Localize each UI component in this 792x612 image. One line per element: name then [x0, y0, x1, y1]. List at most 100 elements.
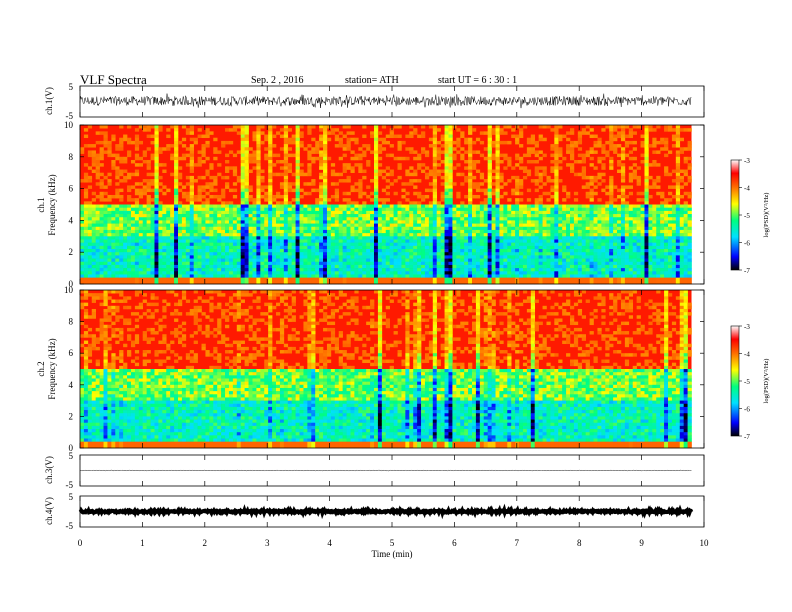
spectrogram-cell [111, 217, 116, 221]
spectrogram-cell [330, 182, 336, 186]
spectrogram-cell [370, 220, 375, 224]
spectrogram-cell [428, 264, 434, 269]
spectrogram-cell [385, 258, 390, 263]
spectrogram-cell [377, 229, 383, 234]
spectrogram-cell [354, 210, 359, 215]
spectrogram-cell [181, 249, 187, 253]
spectrogram-cell [436, 214, 441, 218]
spectrogram-cell [601, 233, 606, 237]
spectrogram-cell [436, 147, 441, 151]
spectrogram-cell [115, 233, 120, 237]
spectrogram-cell [91, 249, 96, 253]
spectrogram-cell [158, 261, 163, 266]
spectrogram-cell [334, 280, 340, 285]
spectrogram-cell [115, 214, 120, 218]
spectrogram-cell [185, 182, 191, 186]
spectrogram-cell [515, 252, 520, 256]
spectrogram-cell [581, 128, 586, 132]
spectrogram-cell [534, 217, 539, 221]
spectrogram-cell [609, 242, 614, 247]
spectrogram-cell [130, 233, 136, 237]
spectrogram-cell [201, 236, 206, 240]
spectrogram-cell [495, 252, 500, 256]
spectrogram-cell [554, 261, 559, 266]
spectrogram-cell [377, 242, 383, 247]
spectrogram-cell [409, 245, 414, 250]
spectrogram-cell [127, 137, 132, 142]
spectrogram-cell [268, 239, 273, 243]
spectrogram-cell [287, 169, 292, 173]
spectrogram-cell [389, 220, 394, 224]
spectrogram-cell [362, 144, 367, 148]
spectrogram-cell [130, 264, 136, 269]
spectrogram-cell [127, 150, 132, 154]
spectrogram-cell [472, 239, 477, 243]
spectrogram-cell [213, 252, 218, 256]
spectrogram-cell [558, 207, 563, 212]
spectrogram-cell [558, 137, 563, 142]
spectrogram-cell [370, 134, 375, 139]
spectrogram-cell [483, 210, 488, 215]
spectrogram-cell [119, 214, 124, 218]
spectrogram-cell [146, 134, 151, 139]
spectrogram-cell [472, 268, 477, 272]
spectrogram-cell [87, 271, 93, 275]
spectrogram-cell [475, 188, 481, 193]
spectrogram-cell [507, 261, 512, 266]
spectrogram-cell [80, 277, 85, 282]
spectrogram-cell [174, 166, 179, 170]
spectrogram-cell [174, 226, 179, 231]
spectrogram-cell [244, 198, 249, 202]
spectrogram-cell [573, 274, 579, 278]
spectrogram-cell [295, 204, 300, 208]
spectrogram-cell [597, 214, 602, 218]
spectrogram-cell [456, 229, 461, 234]
spectrogram-cell [162, 245, 167, 250]
spectrogram-cell [503, 236, 508, 240]
spectrogram-cell [315, 261, 320, 266]
spectrogram-cell [350, 220, 355, 224]
spectrogram-cell [585, 131, 590, 135]
spectrogram-cell [593, 271, 598, 275]
spectrogram-cell [562, 220, 567, 224]
spectrogram-cell [315, 144, 320, 148]
spectrogram-cell [201, 207, 206, 212]
spectrogram-cell [358, 271, 363, 275]
spectrogram-cell [303, 182, 308, 186]
spectrogram-cell [542, 277, 547, 282]
spectrogram-cell [613, 242, 618, 247]
spectrogram-cell [530, 236, 536, 240]
spectrogram-cell [456, 255, 461, 259]
spectrogram-cell [495, 277, 500, 282]
spectrogram-cell [440, 255, 445, 259]
spectrogram-cell [401, 268, 406, 272]
spectrogram-cell [268, 150, 273, 154]
spectrogram-cell [217, 233, 222, 237]
spectrogram-cell [221, 274, 226, 278]
spectrogram-cell [346, 217, 351, 221]
spectrogram-cell [232, 268, 238, 272]
spectrogram-cell [609, 147, 614, 151]
spectrogram-cell [291, 252, 296, 256]
spectrogram-cell [421, 163, 426, 167]
spectrogram-cell [342, 169, 347, 173]
spectrogram-cell [221, 245, 226, 250]
spectrogram-cell [483, 201, 488, 205]
spectrogram-cell [566, 242, 571, 247]
spectrogram-cell [421, 258, 426, 263]
spectrogram-cell [417, 134, 422, 139]
spectrogram-cell [334, 239, 340, 243]
spectrogram-cell [307, 169, 312, 173]
spectrogram-cell [566, 245, 571, 250]
spectrogram-cell [166, 239, 171, 243]
spectrogram-cell [495, 245, 500, 250]
spectrogram-cell [381, 239, 387, 243]
spectrogram-cell [256, 169, 261, 173]
spectrogram-cell [558, 179, 563, 183]
spectrogram-cell [593, 150, 598, 154]
spectrogram-cell [468, 245, 473, 250]
spectrogram-cell [472, 194, 477, 199]
spectrogram-cell [256, 144, 261, 148]
spectrogram-cell [566, 233, 571, 237]
spectrogram-cell [546, 226, 551, 231]
